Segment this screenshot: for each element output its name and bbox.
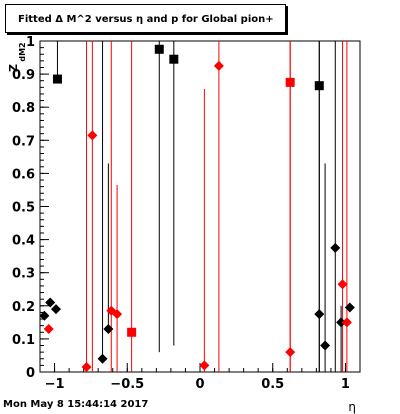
x-tick-label: −1	[45, 377, 65, 392]
diamond-marker	[51, 304, 61, 315]
plot-frame	[39, 40, 361, 373]
square-marker	[314, 81, 324, 91]
y-tick-label: 0.2	[12, 300, 35, 315]
axes	[39, 40, 361, 373]
x-tick-label: −0.5	[110, 377, 144, 392]
diamond-marker	[337, 279, 348, 290]
y-axis-label-subscript: dM2	[18, 42, 27, 61]
diamond-marker	[314, 309, 325, 320]
tick-labels: 0 0.1 0.2 0.3 0.4 0.5 0.6 0.7 0.8 0.9 1 −1 −0.5 0 0.5 1…	[7, 35, 356, 414]
y-tick-label: 0.6	[12, 167, 35, 182]
diamond-marker	[285, 347, 296, 358]
timestamp: Mon May 8 15:44:14 2017	[3, 399, 149, 410]
x-tick-label: 0.5	[261, 377, 284, 392]
diamond-marker	[43, 323, 54, 334]
diamond-marker	[40, 310, 50, 321]
diamond-marker	[344, 302, 355, 313]
x-axis-label: η	[348, 400, 356, 414]
square-marker	[52, 74, 62, 84]
y-tick-label: 0.7	[12, 134, 35, 149]
chart-title-box: Fitted Δ M^2 versus η and p for Global p…	[5, 4, 286, 33]
y-tick-label: 0.8	[12, 101, 35, 116]
diamond-marker	[330, 242, 341, 253]
diamond-marker	[103, 323, 114, 334]
y-tick-label: 0.1	[12, 333, 35, 348]
y-tick-label: 1	[26, 35, 35, 50]
y-axis-label: Z	[7, 64, 20, 72]
diamond-marker	[336, 317, 347, 328]
y-tick-label: 0.3	[12, 267, 35, 282]
square-marker	[127, 327, 137, 337]
y-tick-label: 0.5	[12, 201, 35, 216]
x-tick-label: 0	[195, 377, 204, 392]
chart-title: Fitted Δ M^2 versus η and p for Global p…	[18, 14, 274, 25]
square-marker	[285, 77, 295, 87]
diamond-marker	[87, 130, 98, 141]
x-tick-label: 1	[341, 377, 350, 392]
error-bars	[56, 41, 348, 372]
y-tick-label: 0.9	[12, 68, 35, 83]
diamond-marker	[97, 353, 108, 364]
markers	[40, 44, 355, 372]
diamond-marker	[341, 317, 352, 328]
y-tick-label: 0.4	[12, 234, 35, 249]
diamond-marker	[320, 340, 331, 351]
diamond-marker	[112, 309, 123, 320]
diamond-marker	[199, 360, 210, 371]
y-tick-label: 0	[26, 366, 35, 381]
diamond-marker	[81, 362, 92, 372]
square-marker	[169, 54, 179, 64]
diamond-marker	[45, 297, 56, 308]
diamond-marker	[213, 60, 224, 71]
square-marker	[154, 44, 164, 54]
